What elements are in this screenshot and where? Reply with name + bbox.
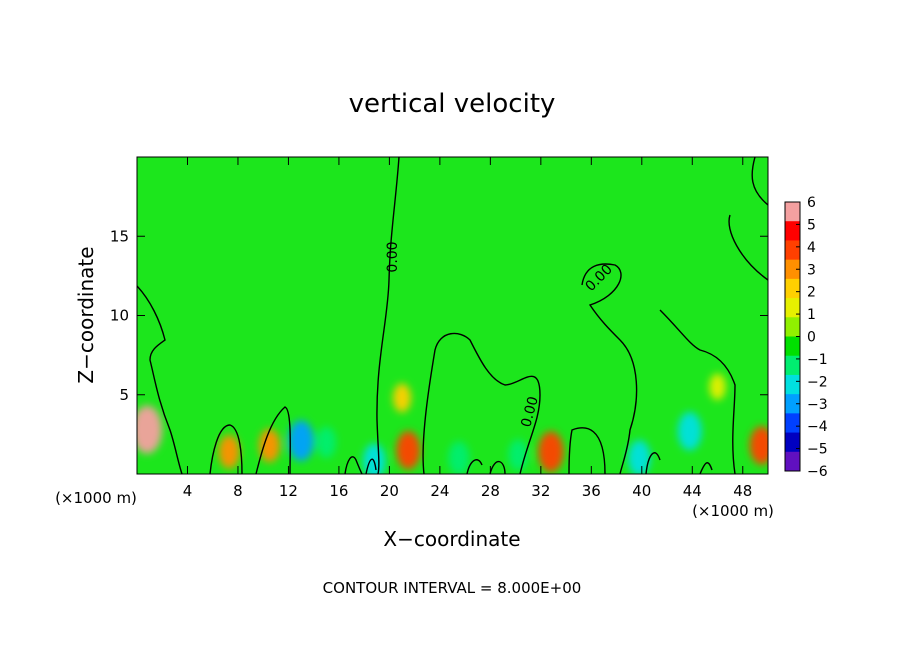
- colorbar-tick-label: −4: [807, 419, 828, 435]
- y-axis: 5 10 15: [110, 227, 768, 404]
- colorbar-swatch: [785, 336, 800, 357]
- contour-line: [581, 263, 638, 474]
- colorbar-swatch: [785, 374, 800, 395]
- velocity-feature: [677, 412, 702, 451]
- contour-line: [466, 459, 483, 474]
- x-tick-label: 20: [380, 482, 399, 500]
- y-tick-label: 5: [119, 386, 129, 404]
- velocity-feature: [749, 426, 768, 465]
- x-axis: 4 8 12 16 20 24 28 32 36 40 44 48: [183, 157, 752, 500]
- colorbar-tick-label: 3: [807, 262, 816, 278]
- colorbar-tick-label: −2: [807, 374, 828, 390]
- contour-line: [568, 427, 606, 474]
- x-tick-label: 44: [683, 482, 702, 500]
- colorbar-swatch: [785, 317, 800, 337]
- plot-background: [137, 157, 768, 474]
- contour-line: [209, 424, 243, 474]
- colorbar-swatch: [785, 202, 800, 222]
- x-tick-label: 48: [733, 482, 752, 500]
- colorbar-swatch: [785, 298, 800, 318]
- colorbar-swatch: [785, 432, 800, 453]
- velocity-feature: [363, 443, 386, 474]
- velocity-feature: [259, 428, 281, 463]
- colorbar-tick-label: −1: [807, 352, 828, 368]
- x-tick-label: 8: [233, 482, 243, 500]
- velocity-feature: [396, 431, 421, 470]
- colorbar-swatch: [785, 355, 800, 376]
- velocity-feature: [393, 383, 412, 413]
- colorbar-tick-label: 6: [807, 195, 816, 211]
- velocity-feature: [448, 441, 470, 474]
- contour-line: [699, 462, 713, 474]
- contour-line: [751, 157, 768, 206]
- x-unit-right: (×1000 m): [692, 502, 774, 520]
- velocity-feature: [218, 435, 240, 469]
- colorbar-tick-label: 5: [807, 217, 816, 233]
- x-tick-label: 28: [481, 482, 500, 500]
- velocity-feature: [709, 373, 726, 401]
- colorbar-tick-label: −3: [807, 397, 828, 413]
- contour-interval-note: CONTOUR INTERVAL = 8.000E+00: [323, 579, 582, 597]
- contour-line: [645, 452, 661, 474]
- x-tick-label: 24: [430, 482, 449, 500]
- x-axis-label: X−coordinate: [383, 527, 520, 551]
- contour-line: [255, 406, 291, 474]
- colorbar-swatch: [785, 221, 800, 241]
- colorbar-tick-label: 2: [807, 285, 816, 301]
- contour-line: [422, 332, 541, 474]
- contour-line: [376, 157, 400, 474]
- zero-contours: [137, 157, 768, 474]
- colorbar-tick-label: −6: [807, 464, 828, 480]
- colorbar-tick-label: −5: [807, 442, 828, 458]
- x-tick-label: 4: [183, 482, 193, 500]
- contour-line: [344, 456, 363, 474]
- velocity-feature: [288, 420, 314, 462]
- colorbar-swatch: [785, 278, 800, 299]
- colorbar-tick-label: 4: [807, 240, 816, 256]
- contour-line: [137, 285, 183, 474]
- colorbar-swatch: [785, 394, 800, 414]
- velocity-field: [137, 373, 768, 474]
- colorbar-swatch: [785, 240, 800, 261]
- contour-line: [659, 309, 736, 474]
- colorbar-swatch: [785, 413, 800, 434]
- colorbar: 6 5 4 3 2 1 0 −1 −2 −3 −4 −5 −6: [784, 195, 828, 480]
- chart-title: vertical velocity: [349, 89, 556, 119]
- colorbar-swatch: [785, 259, 800, 280]
- contour-line: [728, 214, 768, 281]
- x-tick-label: 36: [582, 482, 601, 500]
- x-tick-label: 40: [632, 482, 651, 500]
- y-axis-label: Z−coordinate: [74, 246, 98, 383]
- contour-label: 0.00: [385, 241, 401, 272]
- colorbar-tick-label: 1: [807, 307, 816, 323]
- y-tick-label: 15: [110, 227, 129, 245]
- y-tick-label: 10: [110, 307, 129, 325]
- contour-label: 0.00: [518, 395, 542, 429]
- velocity-feature: [137, 405, 163, 454]
- x-unit-left: (×1000 m): [55, 489, 137, 507]
- x-tick-label: 32: [531, 482, 550, 500]
- x-tick-label: 12: [279, 482, 298, 500]
- velocity-feature: [316, 426, 337, 458]
- velocity-feature: [628, 440, 651, 474]
- colorbar-swatch: [785, 451, 800, 472]
- velocity-feature: [538, 431, 564, 473]
- contour-line: [365, 458, 377, 474]
- colorbar-tick-label: 0: [807, 330, 816, 346]
- contour-line: [489, 460, 506, 474]
- x-tick-label: 16: [329, 482, 348, 500]
